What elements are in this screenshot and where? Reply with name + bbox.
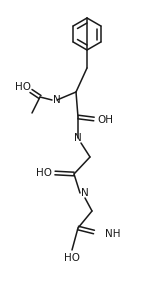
Text: OH: OH xyxy=(97,115,113,125)
Text: HO: HO xyxy=(36,168,52,178)
Text: NH: NH xyxy=(105,229,121,239)
Text: N: N xyxy=(81,188,89,198)
Text: HO: HO xyxy=(15,82,31,92)
Text: HO: HO xyxy=(64,253,80,263)
Text: N: N xyxy=(74,133,82,143)
Text: N: N xyxy=(53,95,61,105)
